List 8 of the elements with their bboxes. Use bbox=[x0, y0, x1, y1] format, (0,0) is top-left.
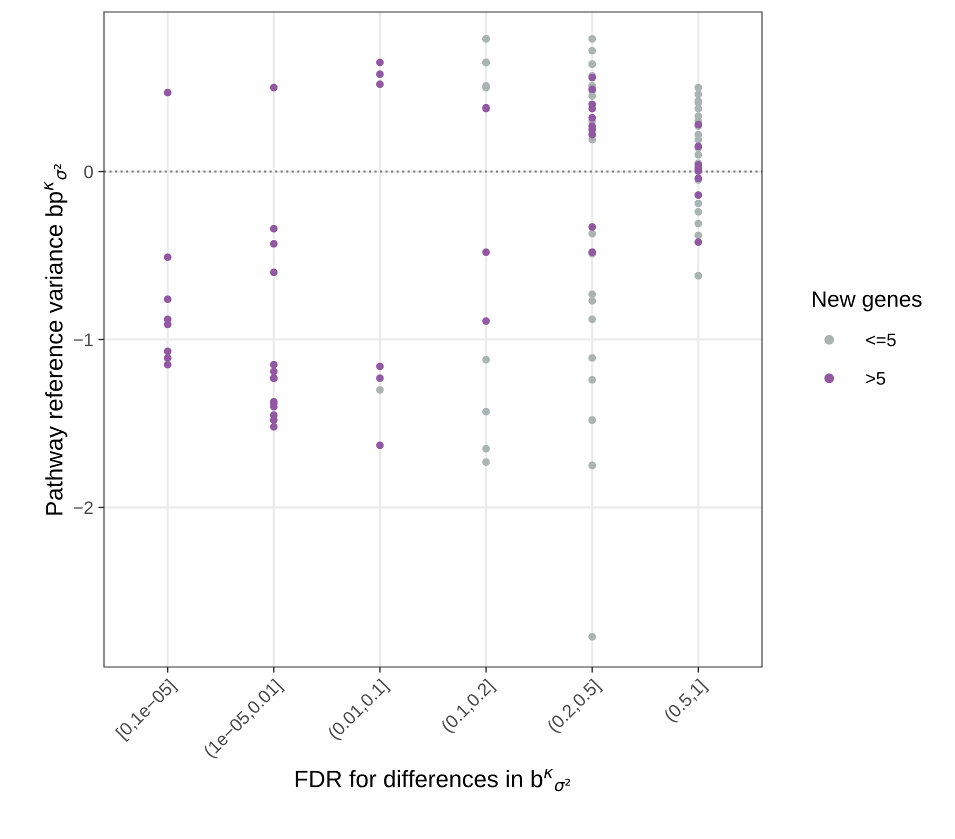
x-axis-title: FDR for differences in b$^{κ}$$_{σ²}$ bbox=[296, 769, 570, 792]
y-tick-label: −2 bbox=[74, 501, 93, 514]
y-tick-label: 0 bbox=[84, 165, 93, 178]
legend-title: New genes bbox=[812, 291, 922, 312]
legend-label: >5 bbox=[866, 372, 886, 385]
legend-label: <=5 bbox=[866, 334, 896, 346]
y-axis-title: Pathway reference variance bp$^{κ}$$_{σ²}$ bbox=[44, 164, 68, 515]
y-tick-label: −1 bbox=[74, 334, 93, 346]
